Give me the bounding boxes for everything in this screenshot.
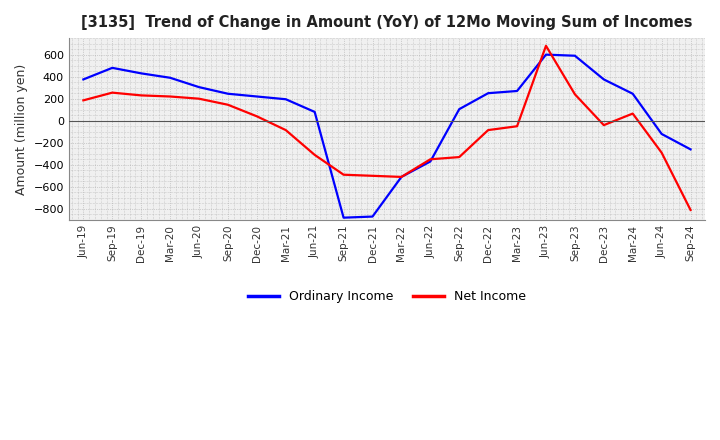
Legend: Ordinary Income, Net Income: Ordinary Income, Net Income — [243, 285, 531, 308]
Net Income — [455, 154, 464, 160]
Ordinary Income — [137, 71, 145, 76]
Ordinary Income — [368, 214, 377, 219]
Ordinary Income — [79, 77, 88, 82]
Ordinary Income — [282, 97, 290, 102]
Ordinary Income — [310, 109, 319, 114]
Net Income — [397, 174, 406, 180]
Net Income — [629, 111, 637, 116]
Net Income — [166, 94, 174, 99]
Net Income — [484, 128, 492, 133]
Net Income — [686, 207, 695, 213]
Ordinary Income — [339, 215, 348, 220]
Net Income — [79, 98, 88, 103]
Ordinary Income — [484, 91, 492, 96]
Net Income — [426, 157, 435, 162]
Ordinary Income — [570, 53, 579, 59]
Ordinary Income — [600, 77, 608, 82]
Net Income — [541, 43, 550, 48]
Ordinary Income — [253, 94, 261, 99]
Ordinary Income — [166, 75, 174, 81]
Net Income — [137, 93, 145, 98]
Line: Net Income: Net Income — [84, 46, 690, 210]
Ordinary Income — [629, 91, 637, 96]
Net Income — [339, 172, 348, 177]
Net Income — [600, 122, 608, 128]
Line: Ordinary Income: Ordinary Income — [84, 55, 690, 218]
Net Income — [282, 128, 290, 133]
Y-axis label: Amount (million yen): Amount (million yen) — [15, 63, 28, 194]
Ordinary Income — [657, 131, 666, 136]
Net Income — [224, 102, 233, 107]
Ordinary Income — [686, 147, 695, 152]
Net Income — [368, 173, 377, 179]
Net Income — [657, 150, 666, 155]
Net Income — [108, 90, 117, 95]
Ordinary Income — [397, 174, 406, 180]
Net Income — [570, 92, 579, 97]
Ordinary Income — [426, 159, 435, 164]
Ordinary Income — [108, 65, 117, 70]
Ordinary Income — [455, 106, 464, 112]
Ordinary Income — [194, 84, 203, 90]
Net Income — [513, 124, 521, 129]
Net Income — [310, 152, 319, 158]
Title: [3135]  Trend of Change in Amount (YoY) of 12Mo Moving Sum of Incomes: [3135] Trend of Change in Amount (YoY) o… — [81, 15, 693, 30]
Ordinary Income — [513, 88, 521, 94]
Net Income — [253, 114, 261, 119]
Net Income — [194, 96, 203, 101]
Ordinary Income — [224, 91, 233, 96]
Ordinary Income — [541, 52, 550, 57]
